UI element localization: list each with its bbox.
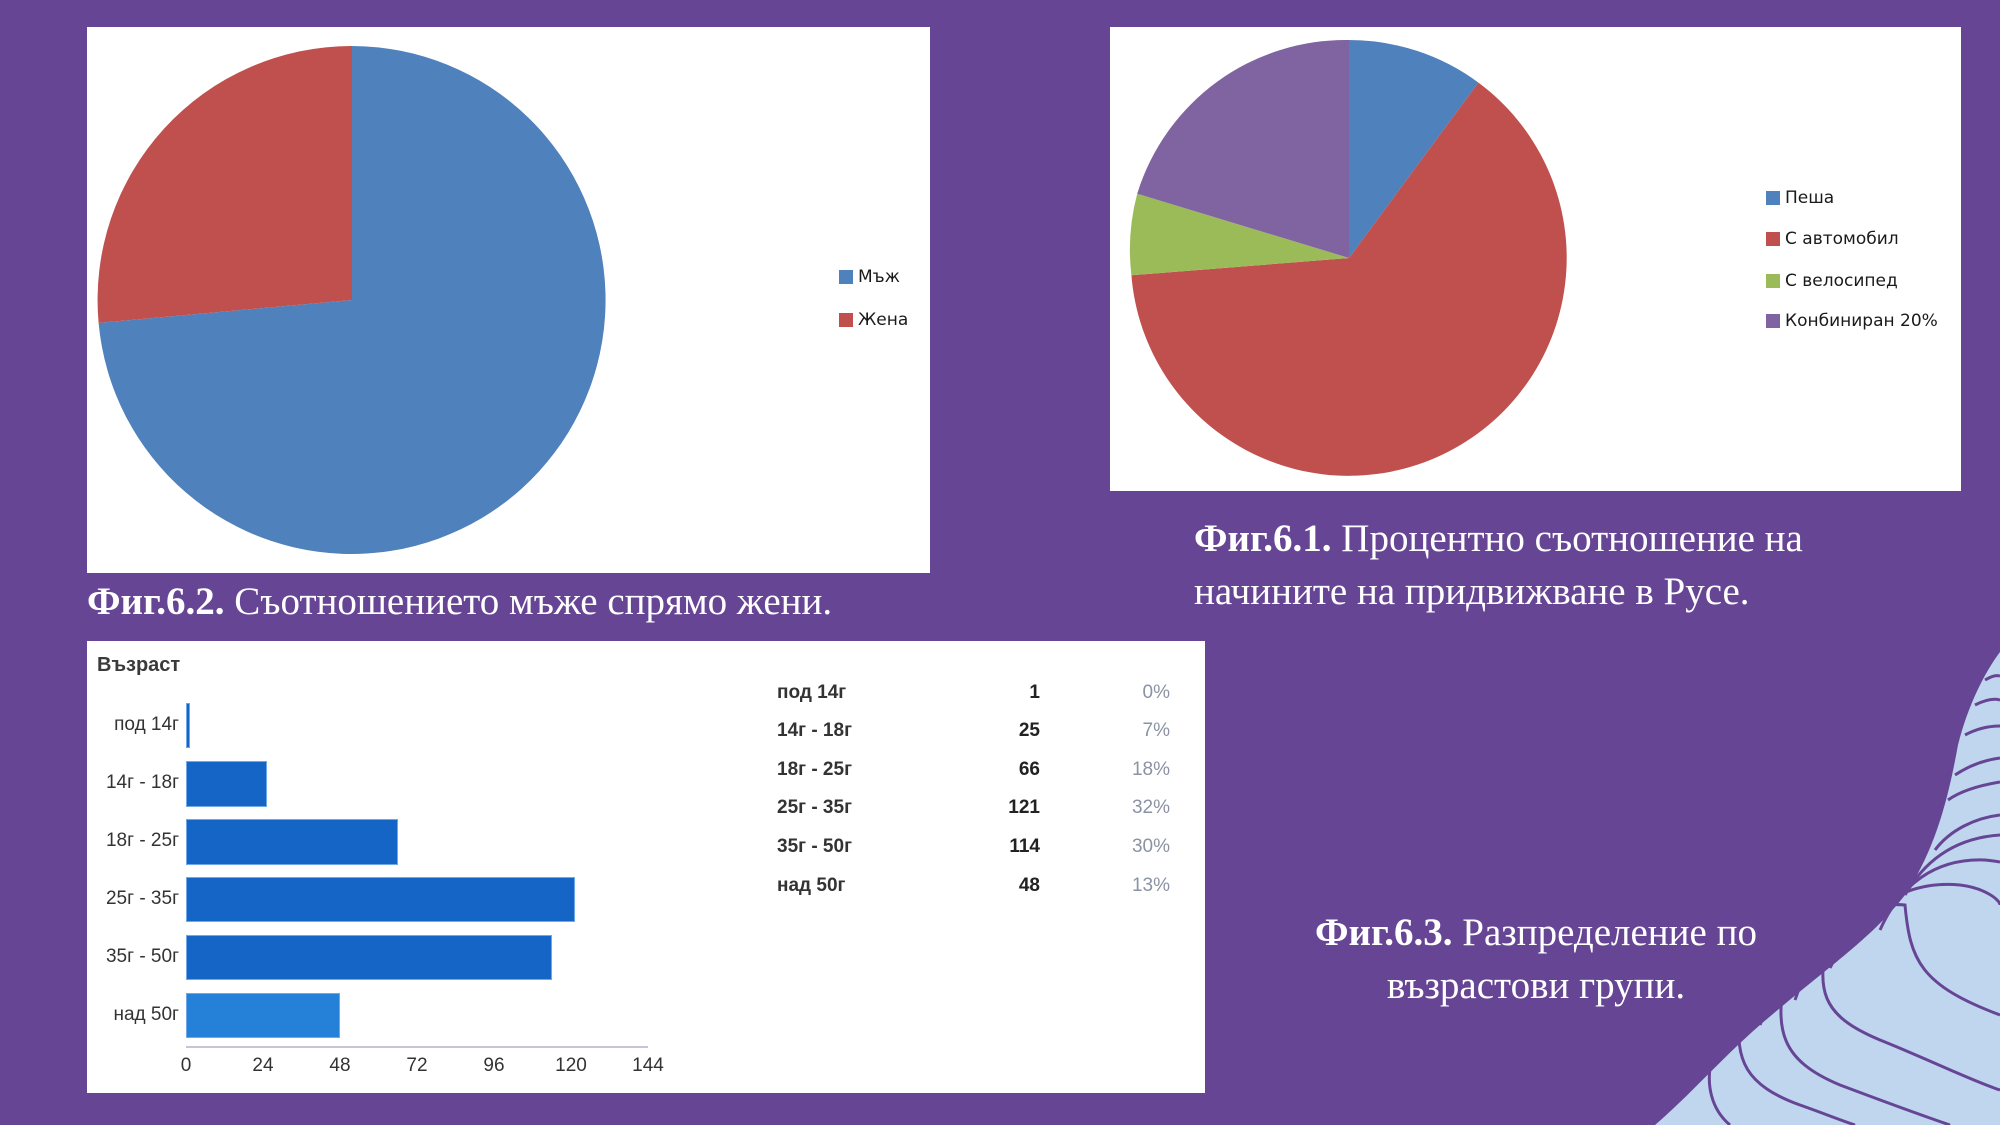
age-bar-chart: Възраст под 14г 14г - 18г 18г - 25г 25г … — [87, 641, 1205, 1093]
gender-pie-chart: Мъж Жена — [87, 27, 930, 573]
row-count: 121 — [1008, 797, 1040, 818]
row-count: 25 — [1018, 720, 1040, 741]
x-tick: 120 — [555, 1055, 587, 1076]
legend-swatch — [839, 313, 853, 327]
gender-pie — [97, 45, 606, 554]
caption-text: Процентно съотношение на начините на при… — [1194, 517, 1803, 613]
x-tick: 48 — [329, 1055, 351, 1076]
bar-label: 35г - 50г — [105, 946, 179, 967]
legend-label: С автомобил — [1785, 229, 1899, 249]
caption-fig-number: Фиг.6.2. — [87, 580, 225, 623]
bar-label: над 50г — [113, 1004, 180, 1025]
legend-swatch — [1766, 232, 1780, 246]
legend-label: С велосипед — [1785, 271, 1898, 291]
row-percent: 7% — [1142, 720, 1170, 741]
row-percent: 30% — [1131, 836, 1170, 857]
x-tick: 24 — [252, 1055, 274, 1076]
legend-swatch — [1766, 314, 1780, 328]
legend-label: Конбиниран 20% — [1785, 311, 1938, 331]
legend-swatch — [1766, 191, 1780, 205]
bar-over-50 — [186, 993, 340, 1038]
bar-label: 14г - 18г — [105, 772, 179, 793]
row-label: над 50г — [777, 875, 846, 896]
row-label: 25г - 35г — [777, 797, 852, 818]
pie-slice-car — [1131, 82, 1567, 476]
transport-pie — [1129, 39, 1567, 476]
transport-pie-chart: Пеша С автомобил С велосипед Конбиниран … — [1110, 27, 1961, 491]
legend-label: Пеша — [1785, 188, 1835, 208]
row-percent: 18% — [1131, 759, 1170, 780]
x-tick: 144 — [632, 1055, 664, 1076]
pie-slice-bicycle — [1129, 193, 1349, 276]
row-percent: 13% — [1131, 875, 1170, 896]
pie-slice-walking — [1349, 40, 1479, 258]
row-label: под 14г — [777, 682, 847, 703]
pie-slice-female — [97, 45, 353, 323]
caption-fig-number: Фиг.6.3. — [1315, 911, 1453, 954]
row-label: 18г - 25г — [777, 759, 852, 780]
row-count: 114 — [1009, 836, 1040, 857]
bar-label: 18г - 25г — [105, 830, 179, 851]
pie-slice-male — [98, 46, 606, 554]
caption-fig-6-1: Фиг.6.1. Процентно съотношение на начини… — [1194, 512, 1954, 618]
pie-slice-combined — [1137, 39, 1349, 258]
caption-text: Разпределение по възрастови групи. — [1386, 911, 1757, 1007]
bar-under-14 — [186, 703, 190, 748]
legend-item-female: Жена — [839, 310, 908, 330]
row-count: 66 — [1018, 759, 1040, 780]
row-percent: 32% — [1131, 797, 1170, 818]
x-tick: 96 — [483, 1055, 505, 1076]
row-count: 1 — [1029, 682, 1040, 703]
caption-fig-number: Фиг.6.1. — [1194, 517, 1332, 560]
chart-title: Възраст — [97, 654, 181, 676]
bar-35-50 — [186, 935, 552, 980]
legend-item-combined: Конбиниран 20% — [1766, 311, 1938, 331]
row-label: 35г - 50г — [777, 836, 852, 857]
legend-item-male: Мъж — [839, 267, 900, 287]
legend-item-walking: Пеша — [1766, 188, 1834, 208]
legend-item-bicycle: С велосипед — [1766, 271, 1898, 291]
x-tick: 0 — [180, 1055, 192, 1076]
row-percent: 0% — [1142, 682, 1170, 703]
caption-text: Съотношението мъже спрямо жени. — [224, 580, 833, 623]
bar-25-35 — [186, 877, 575, 922]
legend-label: Мъж — [858, 267, 900, 287]
legend-item-car: С автомобил — [1766, 229, 1899, 249]
legend-swatch — [1766, 274, 1780, 288]
caption-fig-6-2: Фиг.6.2. Съотношението мъже спрямо жени. — [87, 575, 832, 628]
legend-swatch — [839, 270, 853, 284]
bar-18-25 — [186, 819, 398, 865]
x-axis — [186, 1046, 648, 1048]
bar-label: под 14г — [114, 714, 179, 735]
caption-fig-6-3: Фиг.6.3. Разпределение по възрастови гру… — [1236, 906, 1836, 1012]
x-tick: 72 — [406, 1055, 428, 1076]
row-count: 48 — [1018, 875, 1040, 896]
legend-label: Жена — [858, 310, 909, 330]
row-label: 14г - 18г — [777, 720, 852, 741]
bar-label: 25г - 35г — [105, 888, 179, 909]
bar-14-18 — [186, 761, 267, 807]
